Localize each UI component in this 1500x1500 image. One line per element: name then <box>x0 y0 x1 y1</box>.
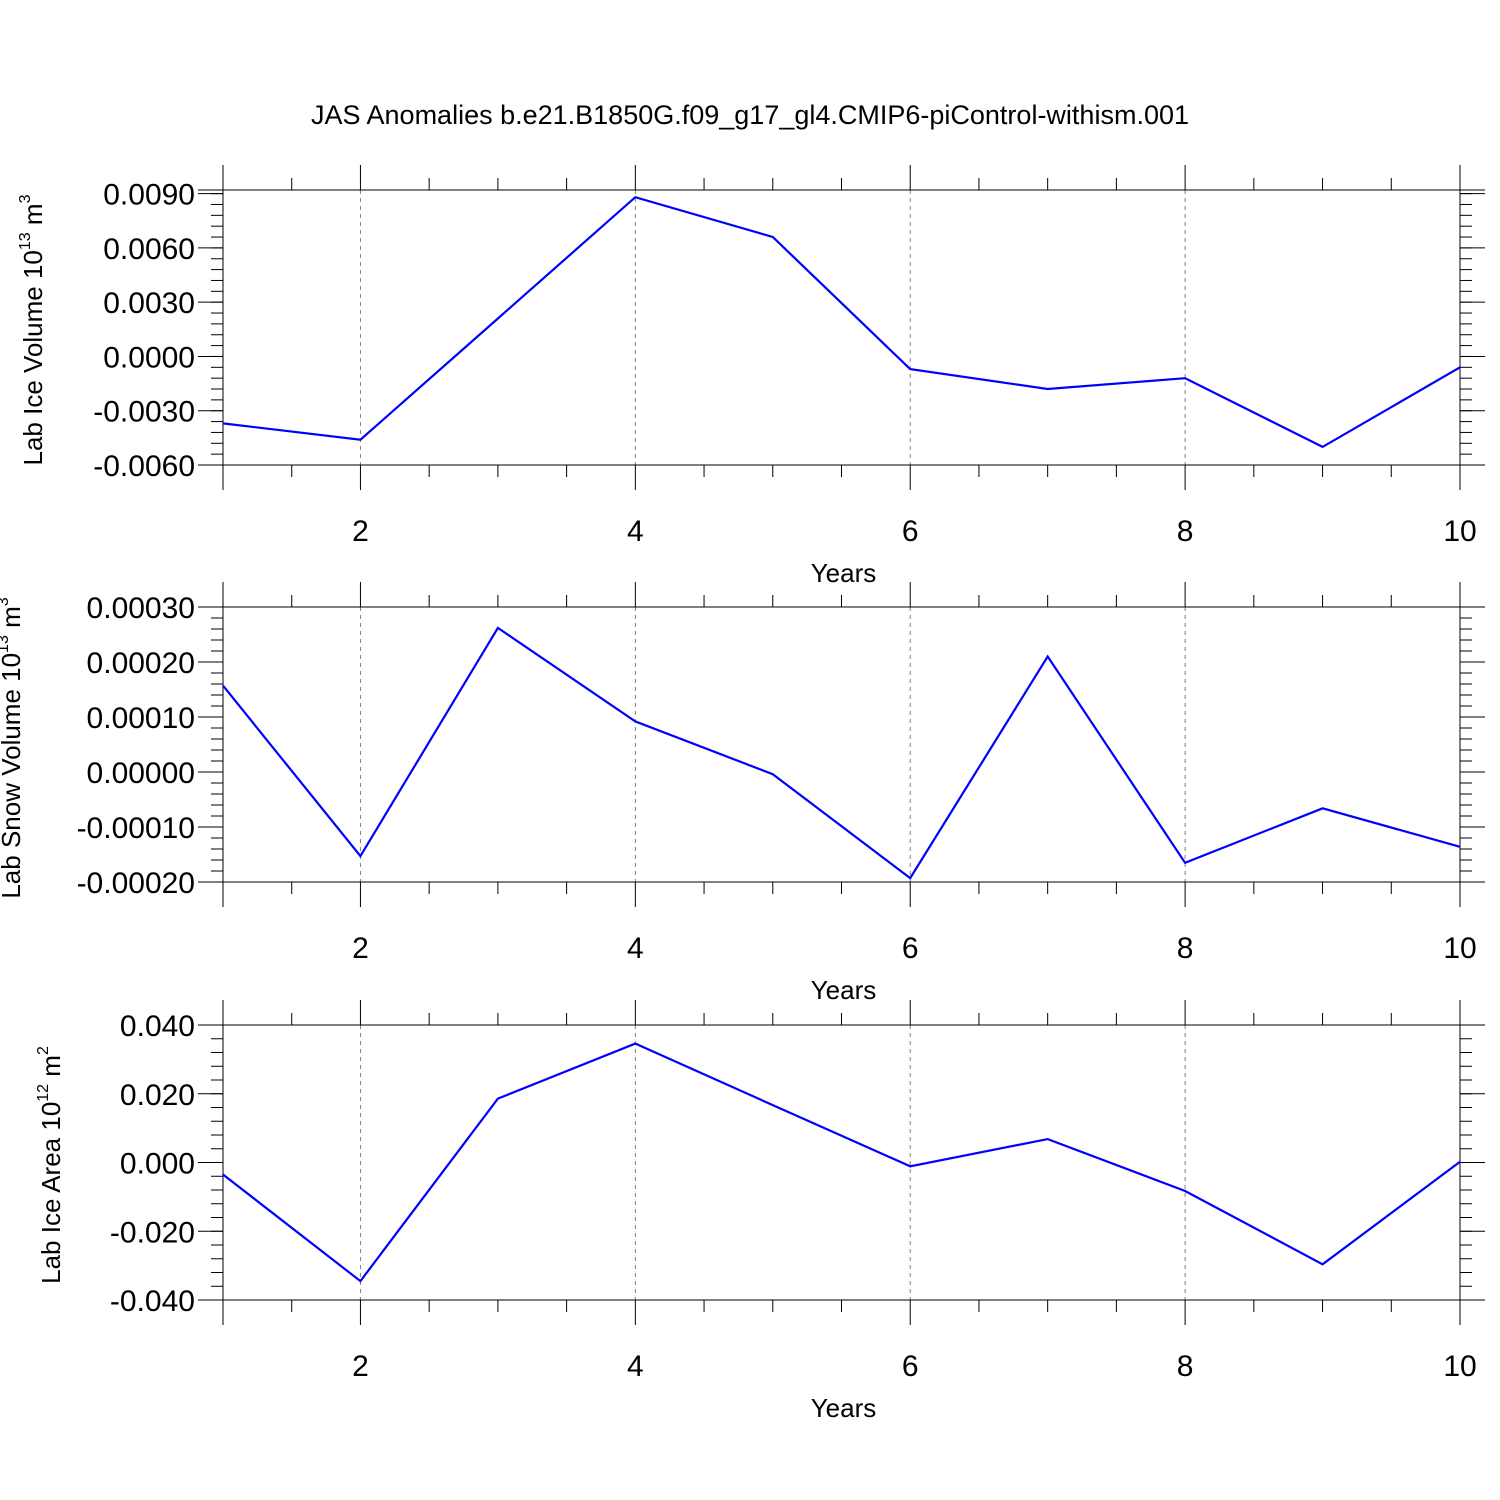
y-tick-label: -0.020 <box>110 1216 195 1249</box>
y-axis-label-text: Lab Ice Volume 10 <box>18 250 48 465</box>
x-tick-label: 10 <box>1443 932 1476 965</box>
x-tick-label: 2 <box>352 515 369 548</box>
x-tick-label: 6 <box>902 1350 919 1383</box>
y-axis-label: Lab Snow Volume 1013 m3 <box>0 597 26 898</box>
series-line <box>222 1042 1461 1283</box>
y-axis-label: Lab Ice Area 1012 m2 <box>35 1046 66 1284</box>
y-axis-label-text: Lab Ice Area 10 <box>36 1102 66 1284</box>
y-axis-label-unit: m <box>18 203 48 232</box>
x-tick-label: 8 <box>1177 932 1194 965</box>
y-tick-label: -0.00020 <box>77 867 195 900</box>
x-tick-label: 6 <box>902 515 919 548</box>
x-tick-label: 4 <box>627 932 644 965</box>
series-line <box>222 626 1461 880</box>
y-tick-label: -0.040 <box>110 1285 195 1318</box>
x-axis-label: Years <box>811 975 877 1005</box>
x-tick-label: 2 <box>352 932 369 965</box>
y-tick-label: -0.00010 <box>77 812 195 845</box>
y-tick-label: -0.0030 <box>93 396 195 429</box>
panel-2: -0.00020 -0.00010 0.00000 0.00010 0.00020 0.0… <box>0 582 1485 1005</box>
y-axis-label-unit-exponent: 3 <box>0 597 12 606</box>
y-tick-label: 0.040 <box>120 1010 195 1043</box>
x-tick-label: 10 <box>1443 515 1476 548</box>
y-axis-label-text: Lab Snow Volume 10 <box>0 653 26 899</box>
y-tick-label: 0.00030 <box>87 592 195 625</box>
x-axis-label: Years <box>811 1393 877 1423</box>
y-tick-label: 0.0030 <box>103 287 195 320</box>
y-axis-label-unit: m <box>0 606 26 635</box>
y-tick-label: 0.0000 <box>103 341 195 374</box>
x-tick-label: 6 <box>902 932 919 965</box>
y-tick-label: 0.0060 <box>103 233 195 266</box>
x-tick-label: 4 <box>627 1350 644 1383</box>
y-tick-label: -0.0060 <box>93 450 195 483</box>
x-tick-label: 2 <box>352 1350 369 1383</box>
y-axis-label-exponent: 13 <box>17 232 34 250</box>
x-tick-label: 4 <box>627 515 644 548</box>
x-tick-label: 8 <box>1177 515 1194 548</box>
y-tick-label: 0.00010 <box>87 702 195 735</box>
y-tick-label: 0.020 <box>120 1079 195 1112</box>
y-tick-label: 0.00020 <box>87 647 195 680</box>
series-line <box>222 195 1461 449</box>
y-axis-label-exponent: 13 <box>0 635 12 653</box>
y-axis-label-unit-exponent: 3 <box>17 194 34 203</box>
panel-3: -0.040 -0.020 0.000 0.020 0.040 2 4 6 8 10 Years La… <box>35 1000 1485 1423</box>
y-axis-label-exponent: 12 <box>35 1084 52 1102</box>
x-tick-label: 10 <box>1443 1350 1476 1383</box>
y-axis-label-unit: m <box>36 1055 66 1084</box>
y-tick-label: 0.00000 <box>87 757 195 790</box>
y-axis-label-unit-exponent: 2 <box>35 1046 52 1055</box>
y-tick-label: 0.0090 <box>103 179 195 212</box>
chart-title: JAS Anomalies b.e21.B1850G.f09_g17_gl4.C… <box>311 100 1189 130</box>
y-tick-label: 0.000 <box>120 1148 195 1181</box>
panel-1: -0.0060 -0.0030 0.0000 0.0030 0.0060 0.0090 2 4… <box>17 165 1485 588</box>
x-tick-label: 8 <box>1177 1350 1194 1383</box>
y-axis-label: Lab Ice Volume 1013 m3 <box>17 194 48 465</box>
x-axis-label: Years <box>811 558 877 588</box>
